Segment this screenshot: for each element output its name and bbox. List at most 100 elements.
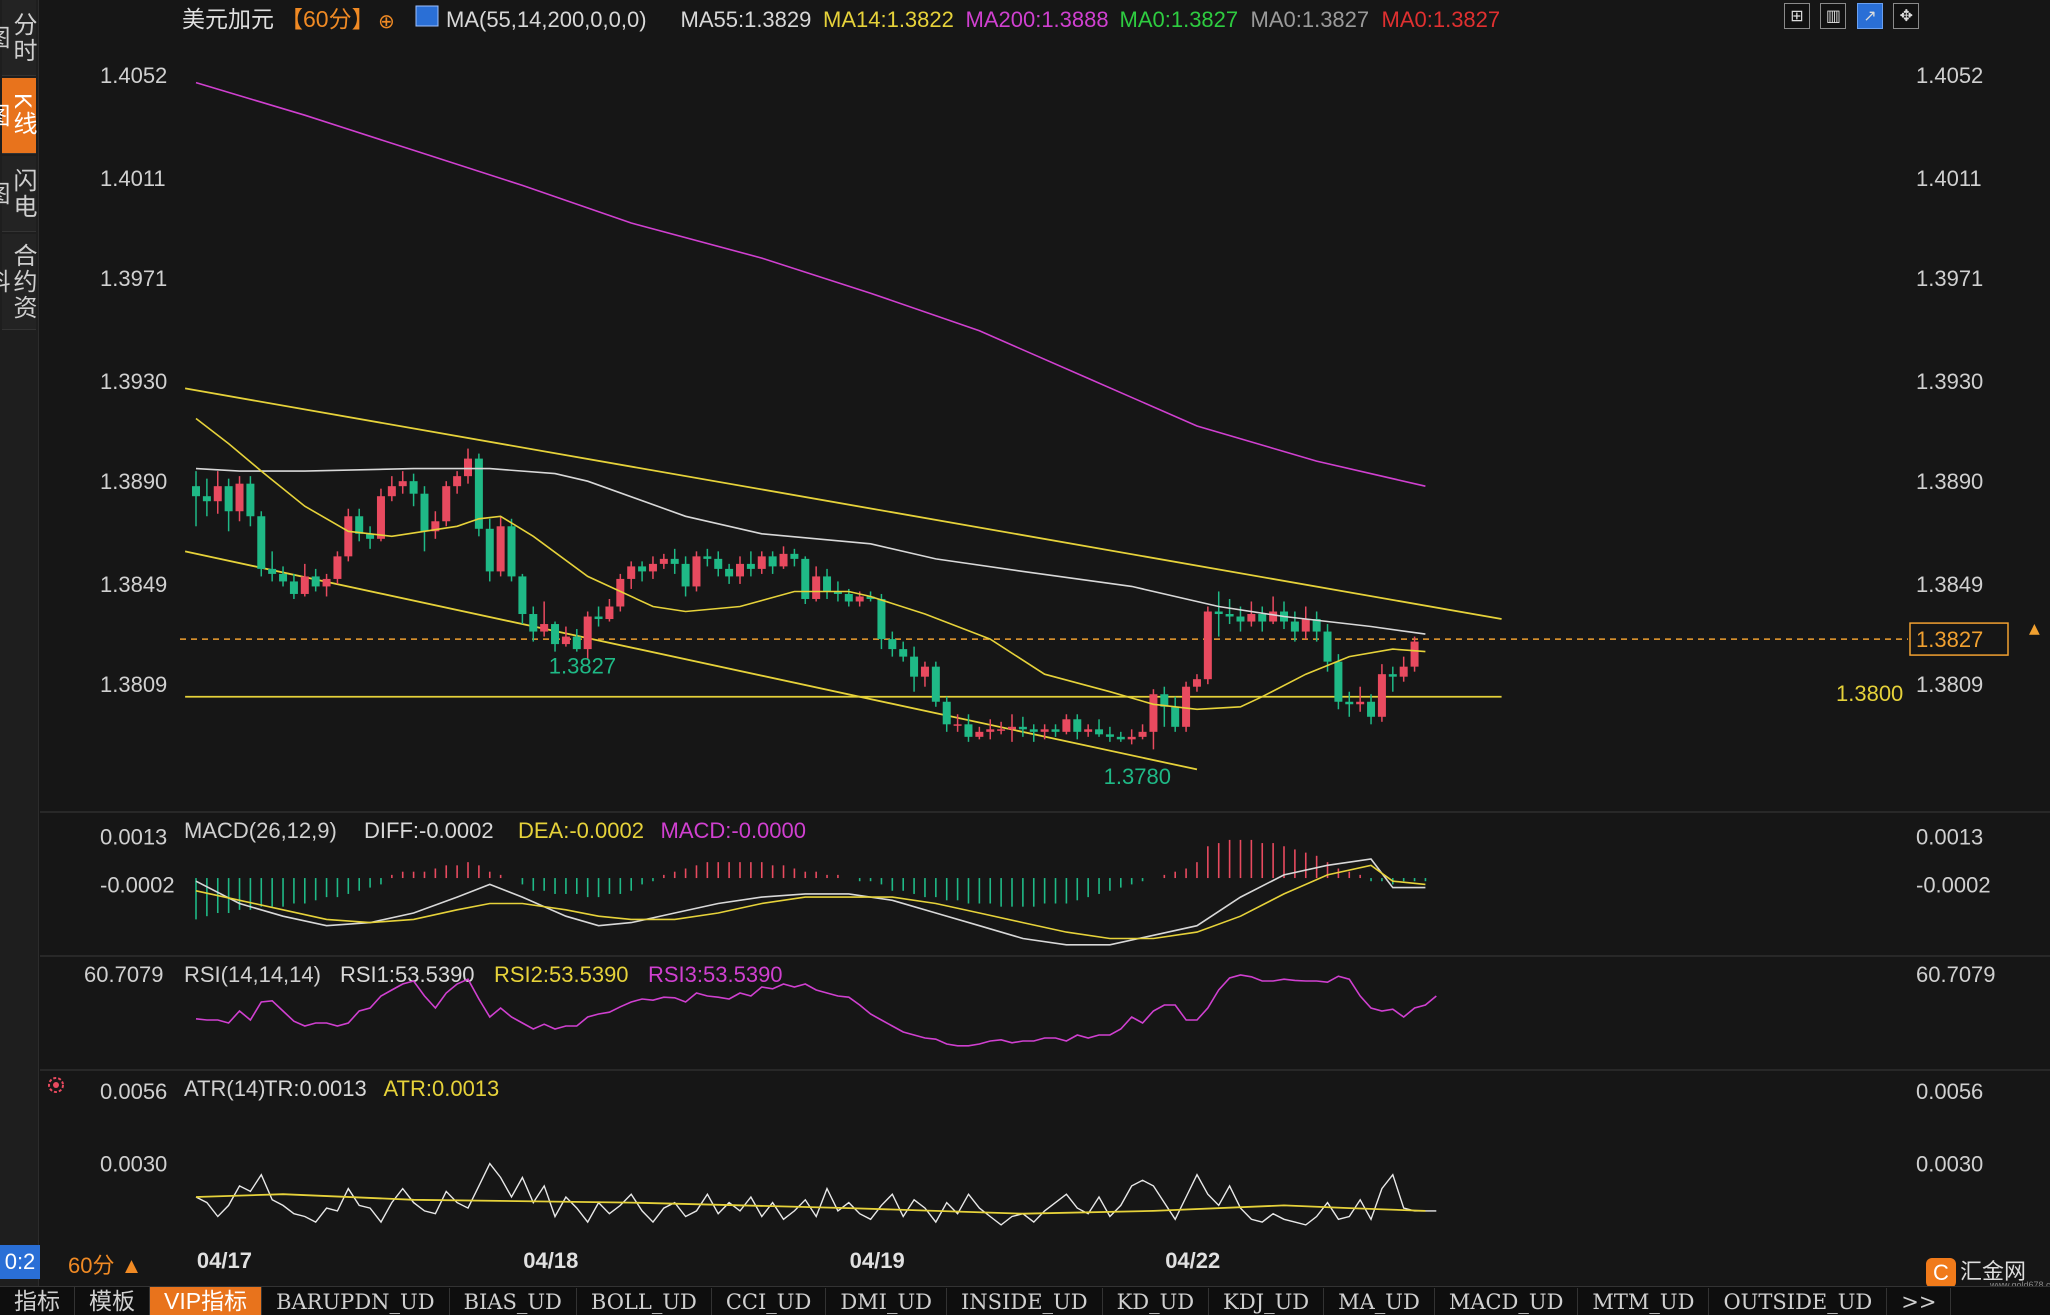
candle-body (1334, 661, 1343, 702)
legend-entry: MA(55,14,200,0,0,0) (446, 7, 647, 32)
tab-contract-info[interactable]: 合约资料 (0, 234, 36, 330)
candle-body (1301, 619, 1310, 632)
atr-label: ATR(14) (184, 1076, 266, 1101)
tab-timeshare[interactable]: 分时图 (0, 0, 36, 76)
settings-icon: ⊕ (378, 9, 395, 33)
candle-body (442, 486, 451, 522)
candle-body (1029, 729, 1038, 732)
period-selector[interactable]: 60分 ▲ (68, 1248, 142, 1280)
trend-channel-line (184, 387, 1502, 620)
indicator-tab[interactable]: DMI_UD (826, 1288, 947, 1315)
line-chart-icon[interactable]: ↗ (1856, 3, 1883, 29)
indicator-tab[interactable]: VIP指标 (150, 1287, 263, 1315)
indicator-tab[interactable]: 指标 (0, 1287, 75, 1315)
indicator-tab[interactable]: MA_UD (1324, 1288, 1435, 1315)
candle-body (540, 624, 549, 632)
candle-body (344, 516, 353, 557)
candle-body (224, 486, 233, 512)
atr-y-tick-right: 0.0030 (1916, 1152, 1983, 1177)
period-label: 60分 (68, 1253, 115, 1278)
indicator-tab[interactable]: KD_UD (1103, 1288, 1210, 1315)
candle-body (529, 614, 538, 632)
candle-body (1290, 621, 1299, 632)
legend-entry: MA0:1.3827 (1382, 7, 1501, 32)
candle-body (583, 616, 592, 650)
candle-body (877, 598, 886, 640)
candle-body (464, 458, 472, 477)
macd-y-tick-right: 0.0013 (1916, 825, 1983, 850)
period-tag: 【60分】 (280, 6, 375, 32)
candle-body (1247, 614, 1256, 622)
indicator-tab[interactable]: 模板 (75, 1287, 150, 1315)
legend-entry: MA200:1.3888 (966, 7, 1109, 32)
indicator-tab[interactable]: OUTSIDE_UD (1709, 1288, 1888, 1315)
candle-body (1236, 616, 1245, 622)
move-icon[interactable]: ✥ (1893, 3, 1920, 29)
candle-body (202, 496, 211, 502)
candle-body (855, 596, 864, 602)
indicator-tab[interactable]: >> (1887, 1288, 1952, 1315)
candle-body (235, 483, 244, 512)
tab-flash[interactable]: 闪电图 (0, 156, 36, 232)
time-bubble: 0:2 (0, 1245, 40, 1279)
candle-body (300, 576, 309, 594)
y-tick-left: 1.3930 (100, 369, 167, 394)
atr-y-tick-left: 0.0056 (100, 1079, 167, 1104)
candle-body (1105, 734, 1114, 737)
candle-body (268, 568, 277, 574)
candle-body (453, 476, 462, 487)
candle-body (1269, 611, 1278, 622)
candle-body (398, 481, 407, 487)
candle-body (1345, 701, 1354, 705)
candle-body (714, 558, 723, 569)
indicator-tab[interactable]: BIAS_UD (450, 1288, 577, 1315)
macd-label: MACD(26,12,9) (184, 818, 337, 843)
candle-body (496, 526, 505, 572)
candle-body (768, 556, 777, 567)
candle-body (1073, 719, 1082, 732)
indicator-tab[interactable]: MACD_UD (1435, 1288, 1579, 1315)
candle-body (289, 581, 298, 594)
x-axis-label: 04/17 (197, 1248, 252, 1273)
candle-body (746, 563, 755, 569)
candle-body (246, 483, 255, 517)
candle-body (474, 458, 483, 529)
candle-body (725, 568, 734, 577)
candle-body (507, 526, 516, 577)
y-tick-right: 1.3890 (1916, 469, 1983, 494)
indicator-tab[interactable]: CCI_UD (712, 1288, 827, 1315)
candle-body (790, 553, 799, 559)
price-annotation: 1.3827 (549, 654, 616, 679)
candle-body (561, 636, 570, 645)
candle-body (311, 576, 320, 587)
current-price-box (1909, 622, 2009, 656)
candle-body (920, 666, 929, 677)
legend-entry: MA14:1.3822 (823, 7, 954, 32)
table-icon[interactable]: ▥ (1820, 3, 1847, 29)
candle-body (692, 556, 701, 587)
indicator-tab[interactable]: BARUPDN_UD (262, 1288, 450, 1315)
tab-kline[interactable]: K线图 (0, 78, 36, 154)
symbol-title: 美元加元 (182, 6, 274, 32)
candle-body (1214, 611, 1223, 615)
y-tick-right: 1.3971 (1916, 266, 1983, 291)
indicator-tab[interactable]: INSIDE_UD (947, 1288, 1103, 1315)
candle-body (888, 639, 897, 650)
candle-body (1008, 726, 1016, 730)
candle-body (823, 576, 832, 592)
record-icon[interactable] (46, 1075, 66, 1095)
indicator-tab[interactable]: MTM_UD (1578, 1288, 1710, 1315)
rsi-label: RSI(14,14,14) (184, 962, 321, 987)
candle-body (638, 566, 647, 572)
candle-body (703, 556, 712, 559)
macd-y-tick-left: -0.0002 (100, 872, 175, 897)
candle-body (257, 516, 266, 569)
y-tick-right: 1.4011 (1916, 166, 1982, 191)
grid-icon[interactable]: ⊞ (1784, 3, 1810, 29)
indicator-tab[interactable]: BOLL_UD (577, 1288, 712, 1315)
candle-body (1388, 674, 1397, 677)
candle-body (931, 666, 940, 702)
candle-body (779, 553, 788, 567)
indicator-tab[interactable]: KDJ_UD (1209, 1288, 1325, 1315)
candle-body (485, 528, 494, 572)
